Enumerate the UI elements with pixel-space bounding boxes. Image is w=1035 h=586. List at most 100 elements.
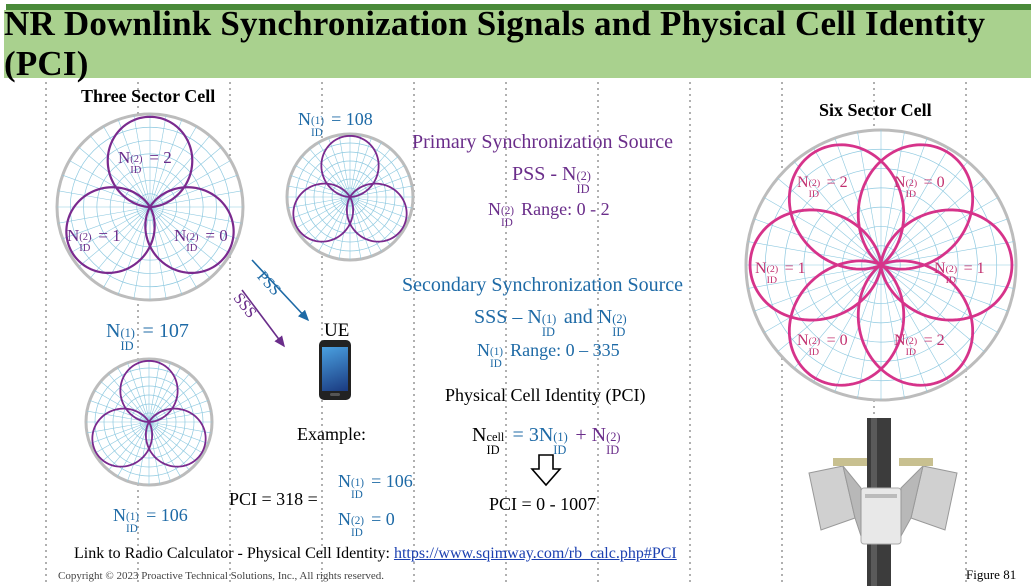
polar-grid-spoke <box>100 381 150 423</box>
polar-grid-spoke <box>754 264 882 312</box>
polar-grid-spoke <box>89 400 150 423</box>
polar-grid-spoke <box>148 421 161 485</box>
polar-grid-spoke <box>149 126 197 208</box>
polar-grid-spoke <box>86 421 150 434</box>
polar-grid-spoke <box>763 264 882 333</box>
polar-grid-spoke <box>108 421 150 471</box>
six-label-0-bottom: N (2) ID = 0 <box>797 332 848 358</box>
polar-grid-spoke <box>290 175 351 198</box>
polar-grid-spoke <box>857 131 882 266</box>
copyright: Copyright © 2023 Proactive Technical Sol… <box>58 570 385 582</box>
polar-grid-spoke <box>78 146 151 208</box>
polar-grid-spoke <box>148 362 171 423</box>
polar-grid-spoke <box>290 196 351 219</box>
calculator-link-row: Link to Radio Calculator - Physical Cell… <box>74 545 677 563</box>
six-label-1-left: N (2) ID = 1 <box>755 260 806 286</box>
polar-grid-spoke <box>349 196 405 229</box>
pss-formula: PSS - N (2) ID <box>512 163 591 197</box>
sss-heading: Secondary Synchronization Source <box>402 274 684 296</box>
polar-grid-spoke <box>149 206 238 240</box>
polar-grid-spoke <box>58 206 151 224</box>
polar-grid-spoke <box>328 137 351 198</box>
polar-grid-spoke <box>349 156 399 198</box>
polar-grid-spoke <box>117 421 150 477</box>
polar-grid-spoke <box>149 160 231 208</box>
polar-grid-spoke <box>148 421 212 434</box>
polar-grid-spoke <box>149 206 167 299</box>
antenna-lobe <box>292 182 355 243</box>
polar-grid-spoke <box>127 362 150 423</box>
polar-grid-spoke <box>295 165 351 198</box>
example-label: Example: <box>297 424 366 444</box>
polar-grid-spoke <box>301 156 351 198</box>
polar-grid-spoke <box>133 115 151 208</box>
polar-grid-spoke <box>349 196 399 238</box>
polar-grid-spoke <box>880 131 905 266</box>
antenna-lobe <box>91 407 154 468</box>
nid1-107-label: N (1) ID = 107 <box>106 320 189 354</box>
six-sector-heading: Six Sector Cell <box>819 100 932 120</box>
polar-grid-spoke <box>338 134 351 198</box>
polar-grid-spoke <box>777 264 882 353</box>
polar-grid-spoke <box>349 175 410 198</box>
polar-grid-spoke <box>78 206 151 268</box>
polar-grid-spoke <box>148 390 204 423</box>
polar-grid-spoke <box>89 206 151 279</box>
polar-grid-spoke <box>137 359 150 423</box>
example-pci: PCI = 318 = <box>229 489 318 509</box>
polar-grid-spoke <box>880 264 985 353</box>
polar-grid-spoke <box>148 421 190 471</box>
polar-grid-spoke <box>349 196 391 246</box>
sector-label-1: N (2) ID = 1 <box>67 226 121 254</box>
polar-grid-spoke <box>148 421 204 454</box>
polar-grid-spoke <box>349 142 382 198</box>
six-label-2-bottom: N (2) ID = 2 <box>894 332 945 358</box>
polar-grid-spoke <box>880 177 985 266</box>
figure-number: Figure 81 <box>966 567 1017 582</box>
polar-grid-spoke <box>103 126 151 208</box>
six-sector-polar-plot <box>744 128 1018 402</box>
polar-grid-spoke <box>148 421 181 477</box>
polar-grid-spoke <box>148 381 198 423</box>
pci-heading: Physical Cell Identity (PCI) <box>445 385 646 405</box>
sss-formula: SSS – N (1) ID and N (2) ID <box>474 306 627 340</box>
polar-grid-spoke <box>149 119 183 208</box>
polar-grid-spoke <box>148 421 198 463</box>
polar-grid-spoke <box>349 196 362 260</box>
sector-label-0: N (2) ID = 0 <box>174 226 228 254</box>
polar-grid-spoke <box>89 421 150 444</box>
polar-grid-spoke <box>318 196 351 252</box>
calculator-link[interactable]: https://www.sqimway.com/rb_calc.php#PCI <box>393 545 677 562</box>
antenna-lobe <box>787 143 906 271</box>
polar-grid-spoke <box>349 196 410 219</box>
polar-grid-spoke <box>349 196 413 209</box>
polar-grid-spoke <box>149 206 211 279</box>
polar-grid-spoke <box>62 206 151 240</box>
polar-grid-spoke <box>880 264 999 333</box>
polar-grid-spoke <box>349 134 362 198</box>
polar-grid-spoke <box>94 421 150 454</box>
polar-grid-spoke <box>148 421 209 444</box>
polar-grid-spoke <box>117 119 151 208</box>
pss-heading: Primary Synchronization Source <box>412 131 674 153</box>
example-n2: N (2) ID = 0 <box>338 509 395 540</box>
six-label-1-right: N (2) ID = 1 <box>934 260 985 286</box>
pss-sss-arrows <box>241 259 310 348</box>
down-arrow-icon <box>530 454 562 487</box>
polar-grid-spoke <box>880 264 949 383</box>
antenna-lobe <box>748 208 883 322</box>
polar-grid-spoke <box>880 264 905 399</box>
polar-grid-spoke <box>880 147 949 266</box>
six-label-2-top: N (2) ID = 2 <box>797 174 848 200</box>
polar-grid-spoke <box>103 206 151 288</box>
polar-grid-spoke <box>318 142 351 198</box>
polar-grid-spoke <box>149 206 242 224</box>
polar-grid-spoke <box>133 206 151 299</box>
polar-grid-spoke <box>117 367 150 423</box>
polar-grid-spoke <box>349 165 405 198</box>
polar-grid-spoke <box>100 421 150 463</box>
phone-icon <box>319 340 351 400</box>
title-bar: NR Downlink Synchronization Signals and … <box>4 4 1031 83</box>
pss-range: N (2) ID Range: 0 - 2 <box>488 199 610 230</box>
antenna-tower-image <box>808 418 958 586</box>
